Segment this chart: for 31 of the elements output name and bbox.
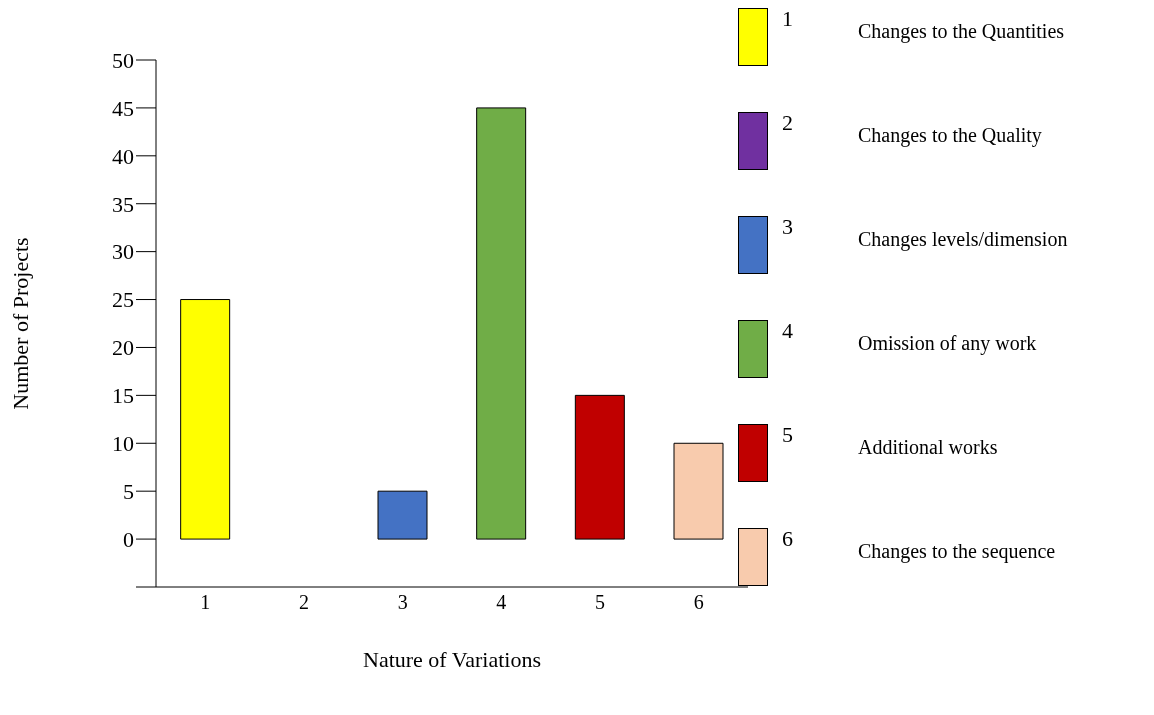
text: Changes to the sequence — [858, 540, 1056, 563]
x-tick-label: 3 — [397, 591, 408, 614]
y-tick-label: 50 — [112, 47, 134, 73]
y-tick-label: 30 — [112, 239, 134, 265]
x-tick-label: 5 — [595, 591, 605, 614]
category-label: 2 — [782, 110, 793, 135]
y-tick-label: 45 — [112, 95, 134, 121]
text: Changes to the Quality — [858, 124, 1042, 147]
y-tick-label: 20 — [112, 335, 134, 361]
text: Additional works — [858, 436, 998, 459]
x-tick-label: 4 — [496, 591, 507, 614]
text: Omission of any work — [858, 332, 1037, 355]
text: Changes levels/dimension — [858, 228, 1068, 251]
text: Changes to the Quantities — [858, 20, 1065, 43]
x-tick-label: 2 — [299, 591, 309, 614]
category-label: 3 — [782, 214, 793, 239]
x-tick-label: 1 — [200, 591, 211, 614]
y-tick-label: 40 — [112, 143, 134, 169]
x-tick-label: 6 — [693, 591, 704, 614]
y-tick-label: 10 — [112, 431, 134, 457]
x-axis-title: Nature of Variations — [363, 647, 541, 672]
y-tick-label: 35 — [112, 191, 134, 217]
y-tick-label: 25 — [112, 287, 134, 313]
y-tick-label: 0 — [123, 526, 134, 552]
y-tick-label: 15 — [112, 383, 134, 409]
category-label: 4 — [782, 318, 793, 343]
y-axis-title: Number of Projects — [7, 237, 33, 410]
category-label: 5 — [782, 422, 793, 447]
y-tick-label: 5 — [123, 478, 134, 504]
category-label: 1 — [782, 6, 793, 31]
category-label: 6 — [782, 526, 793, 551]
